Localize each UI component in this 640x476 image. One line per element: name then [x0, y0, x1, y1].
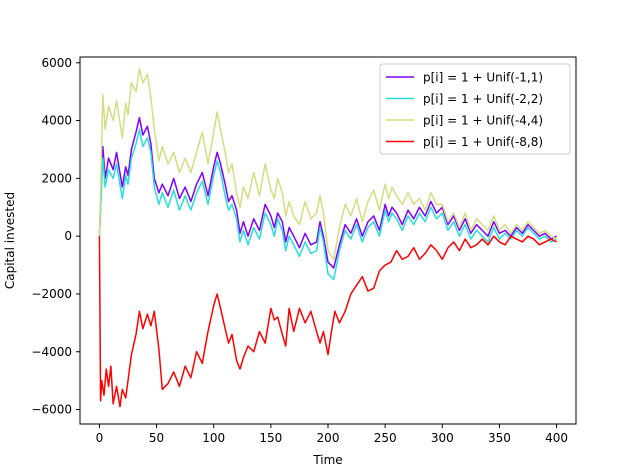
y-axis-ticks: −6000 −4000 −2000 0 2000 4000 6000: [31, 56, 80, 417]
y-tick-label: −6000: [31, 403, 72, 417]
y-axis-label: Capital invested: [3, 192, 17, 289]
x-tick-label: 50: [149, 431, 164, 445]
y-tick-label: 4000: [41, 114, 72, 128]
x-tick-label: 300: [431, 431, 454, 445]
x-axis-label: Time: [312, 453, 342, 467]
series-line-1: [98, 116, 557, 269]
legend-label-2: p[i] = 1 + Unif(-2,2): [423, 92, 543, 106]
x-tick-label: 200: [317, 431, 340, 445]
legend-label-3: p[i] = 1 + Unif(-4,4): [423, 114, 543, 128]
legend-label-4: p[i] = 1 + Unif(-8,8): [423, 135, 543, 149]
x-tick-label: 150: [259, 431, 282, 445]
x-tick-label: 350: [488, 431, 511, 445]
legend-box: [379, 63, 571, 155]
y-tick-label: 6000: [41, 56, 72, 70]
legend-label-1: p[i] = 1 + Unif(-1,1): [423, 71, 543, 85]
series-line-3: [98, 67, 557, 261]
x-axis-ticks: 0 50 100 150 200 250 300 350 400: [96, 424, 568, 445]
legend: p[i] = 1 + Unif(-1,1) p[i] = 1 + Unif(-2,…: [379, 63, 571, 155]
x-tick-label: 250: [374, 431, 397, 445]
x-tick-label: 100: [202, 431, 225, 445]
y-tick-label: 2000: [41, 171, 72, 185]
x-tick-label: 0: [96, 431, 104, 445]
y-tick-label: 0: [64, 229, 72, 243]
y-tick-label: −4000: [31, 345, 72, 359]
x-tick-label: 400: [545, 431, 568, 445]
series-line-4: [98, 235, 557, 408]
y-tick-label: −2000: [31, 287, 72, 301]
series-layer: [98, 67, 557, 408]
series-line-2: [98, 128, 557, 281]
